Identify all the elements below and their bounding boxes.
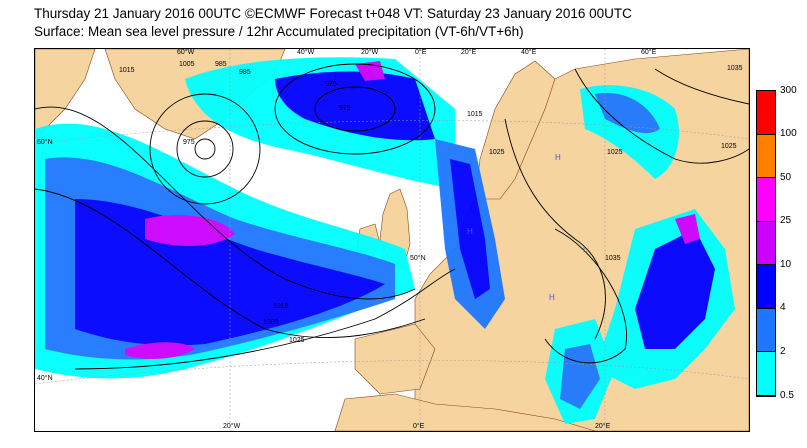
isobar-label: 1015: [119, 67, 135, 74]
isobar-label: 1015: [467, 111, 483, 118]
legend-label: 10: [780, 259, 792, 270]
isobar-label: 1025: [289, 337, 305, 344]
low-pressure-marker: L: [583, 245, 588, 254]
scandinavia-landmass: [474, 60, 556, 200]
legend-swatch: [757, 221, 775, 266]
isobar-label: 975: [339, 105, 351, 112]
legend-label: 2: [780, 346, 786, 357]
precip-north-blue: [275, 71, 435, 141]
legend-label: 25: [780, 215, 792, 226]
isobar-label: 1035: [727, 65, 743, 72]
isobars: [35, 63, 749, 370]
lat-label: 50°N: [410, 255, 426, 262]
precipitation-field: [35, 57, 735, 424]
isobar-label: 1035: [605, 255, 621, 262]
forecast-map: 60°W 40°W 20°W 0°E 20°E 40°E 60°E 20°W 0…: [34, 48, 750, 432]
africa-landmass: [334, 393, 596, 431]
isobar-label: 1025: [607, 149, 623, 156]
high-pressure-marker: H: [555, 153, 561, 162]
precip-norway-core: [450, 159, 490, 299]
lon-label: 20°E: [461, 49, 477, 56]
precip-east-med-core: [635, 229, 715, 349]
legend-label: 300: [780, 85, 797, 96]
legend-swatch: [757, 352, 775, 396]
precip-russia-core: [595, 93, 660, 134]
lon-label: 40°E: [521, 49, 537, 56]
lat-label: 60°N: [37, 139, 53, 146]
isobar-label: 1015: [273, 303, 289, 310]
forecast-title: Thursday 21 January 2016 00UTC ©ECMWF Fo…: [34, 6, 632, 21]
legend-label: 100: [780, 128, 797, 139]
lon-label: 60°W: [177, 49, 195, 56]
forecast-subtitle: Surface: Mean sea level pressure / 12hr …: [34, 24, 524, 39]
high-pressure-marker: H: [467, 227, 473, 236]
legend-label: 0.5: [780, 390, 794, 401]
legend-label: 4: [780, 302, 786, 313]
isobar-label: 1025: [489, 149, 505, 156]
lon-label: 0°E: [415, 49, 427, 56]
lon-label: 20°E: [595, 423, 611, 430]
lat-label: 40°N: [37, 375, 53, 382]
legend-swatch: [757, 134, 775, 179]
precip-balkan-core: [560, 344, 600, 409]
high-pressure-marker: H: [549, 293, 555, 302]
isobar-label: 1005: [263, 319, 279, 326]
isobar-label: 1005: [179, 61, 195, 68]
legend-swatch: [757, 91, 775, 135]
lon-label: 0°E: [413, 423, 425, 430]
precip-magenta-south: [125, 342, 195, 359]
isobar-label: 985: [239, 69, 251, 76]
legend-label: 50: [780, 172, 792, 183]
precip-magenta-core: [145, 214, 235, 246]
isobar-label: 985: [215, 61, 227, 68]
lon-label: 20°W: [361, 49, 379, 56]
isobar-label: 975: [183, 139, 195, 146]
lon-label: 60°E: [641, 49, 657, 56]
legend-swatch: [757, 308, 775, 353]
precipitation-legend: [756, 90, 776, 397]
graticule: [35, 49, 749, 431]
legend-swatch: [757, 178, 775, 222]
lon-label: 40°W: [297, 49, 315, 56]
isobar-label: 975: [325, 81, 337, 88]
lon-label: 20°W: [223, 423, 241, 430]
legend-swatch: [757, 265, 775, 309]
precip-east-med-magenta: [675, 214, 700, 244]
isobar-label: 1025: [721, 143, 737, 150]
map-canvas: [35, 49, 749, 431]
